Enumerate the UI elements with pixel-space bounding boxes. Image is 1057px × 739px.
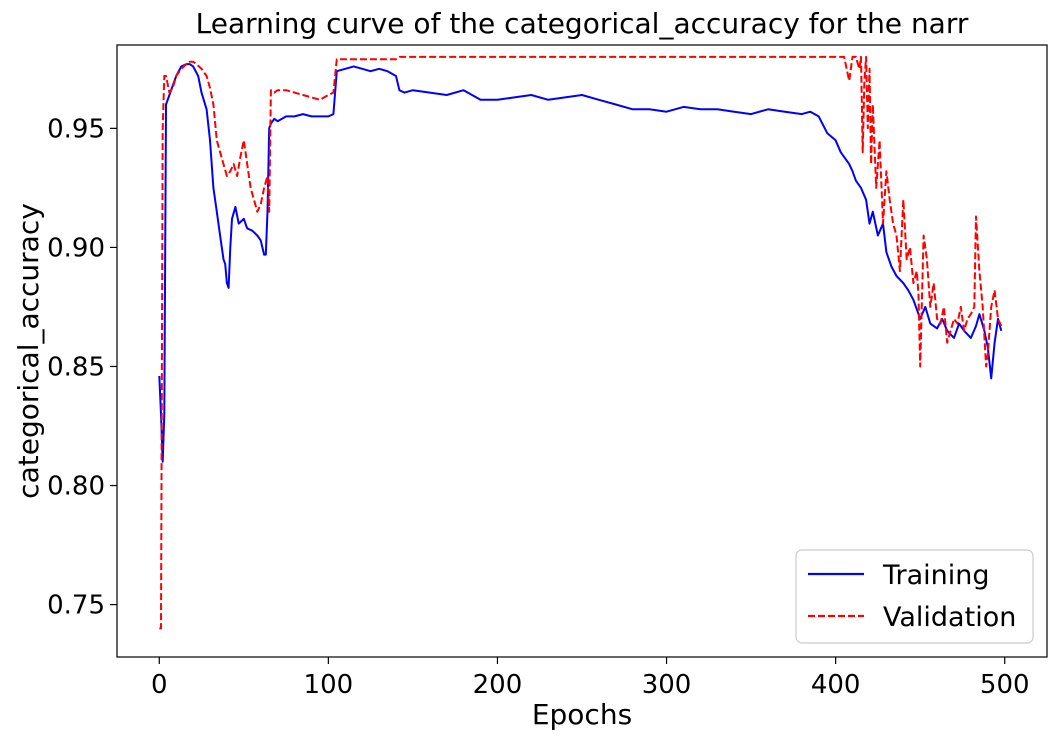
- x-axis: 0 100 200 300 400 500: [151, 657, 1030, 700]
- x-tick-label: 100: [304, 670, 354, 700]
- y-tick-label: 0.75: [47, 591, 105, 621]
- x-tick-label: 0: [151, 670, 168, 700]
- y-tick-label: 0.85: [47, 352, 105, 382]
- series-layer: [158, 55, 1003, 630]
- x-tick-label: 200: [473, 670, 523, 700]
- legend: Training Validation: [795, 549, 1034, 644]
- plot-area: [116, 44, 1048, 658]
- legend-label-training: Training: [882, 560, 990, 591]
- x-tick-label: 500: [980, 670, 1030, 700]
- y-tick-label: 0.90: [47, 233, 105, 263]
- legend-label-validation: Validation: [883, 602, 1016, 633]
- y-tick-label: 0.95: [47, 114, 105, 144]
- x-tick-label: 300: [642, 670, 692, 700]
- series-line-validation: [159, 55, 1003, 630]
- y-tick-label: 0.80: [47, 472, 105, 502]
- x-tick-label: 400: [811, 670, 861, 700]
- y-axis-title: categorical_accuracy: [12, 203, 45, 499]
- y-axis: 0.75 0.80 0.85 0.90 0.95: [47, 114, 117, 621]
- series-line-training: [158, 63, 1003, 463]
- chart-title: Learning curve of the categorical_accura…: [196, 7, 969, 40]
- x-axis-title: Epochs: [532, 698, 632, 731]
